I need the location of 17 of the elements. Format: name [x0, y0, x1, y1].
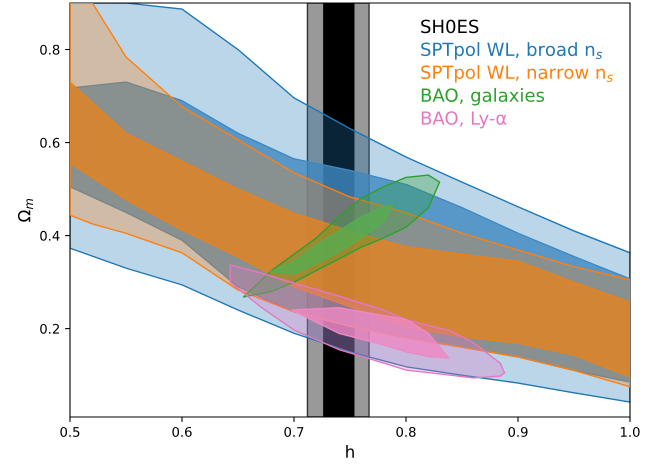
legend-label: SPTpol WL, narrow n$_{s}$	[421, 65, 613, 83]
y-axis-title: Ω$_{m}$	[18, 198, 33, 222]
x-axis-title: h	[346, 445, 354, 458]
y-tick-label: 0.6	[40, 138, 60, 148]
y-tick-label: 0.2	[40, 324, 59, 334]
x-tick-label: 0.8	[396, 426, 416, 437]
legend-label: BAO, Ly-α	[422, 111, 506, 128]
x-tick-label: 0.5	[60, 426, 80, 437]
x-tick-label: 0.7	[284, 426, 304, 437]
x-tick-label: 0.6	[172, 426, 192, 437]
legend-label: SPTpol WL, broad n$_{s}$	[421, 42, 602, 60]
y-tick-label: 0.4	[40, 230, 60, 241]
legend-label: BAO, galaxies	[422, 88, 544, 106]
x-tick-label: 0.9	[508, 426, 528, 437]
band-label: SH0ES	[421, 20, 478, 34]
y-tick-label: 0.8	[40, 44, 60, 55]
x-tick-label: 1.0	[620, 426, 640, 437]
